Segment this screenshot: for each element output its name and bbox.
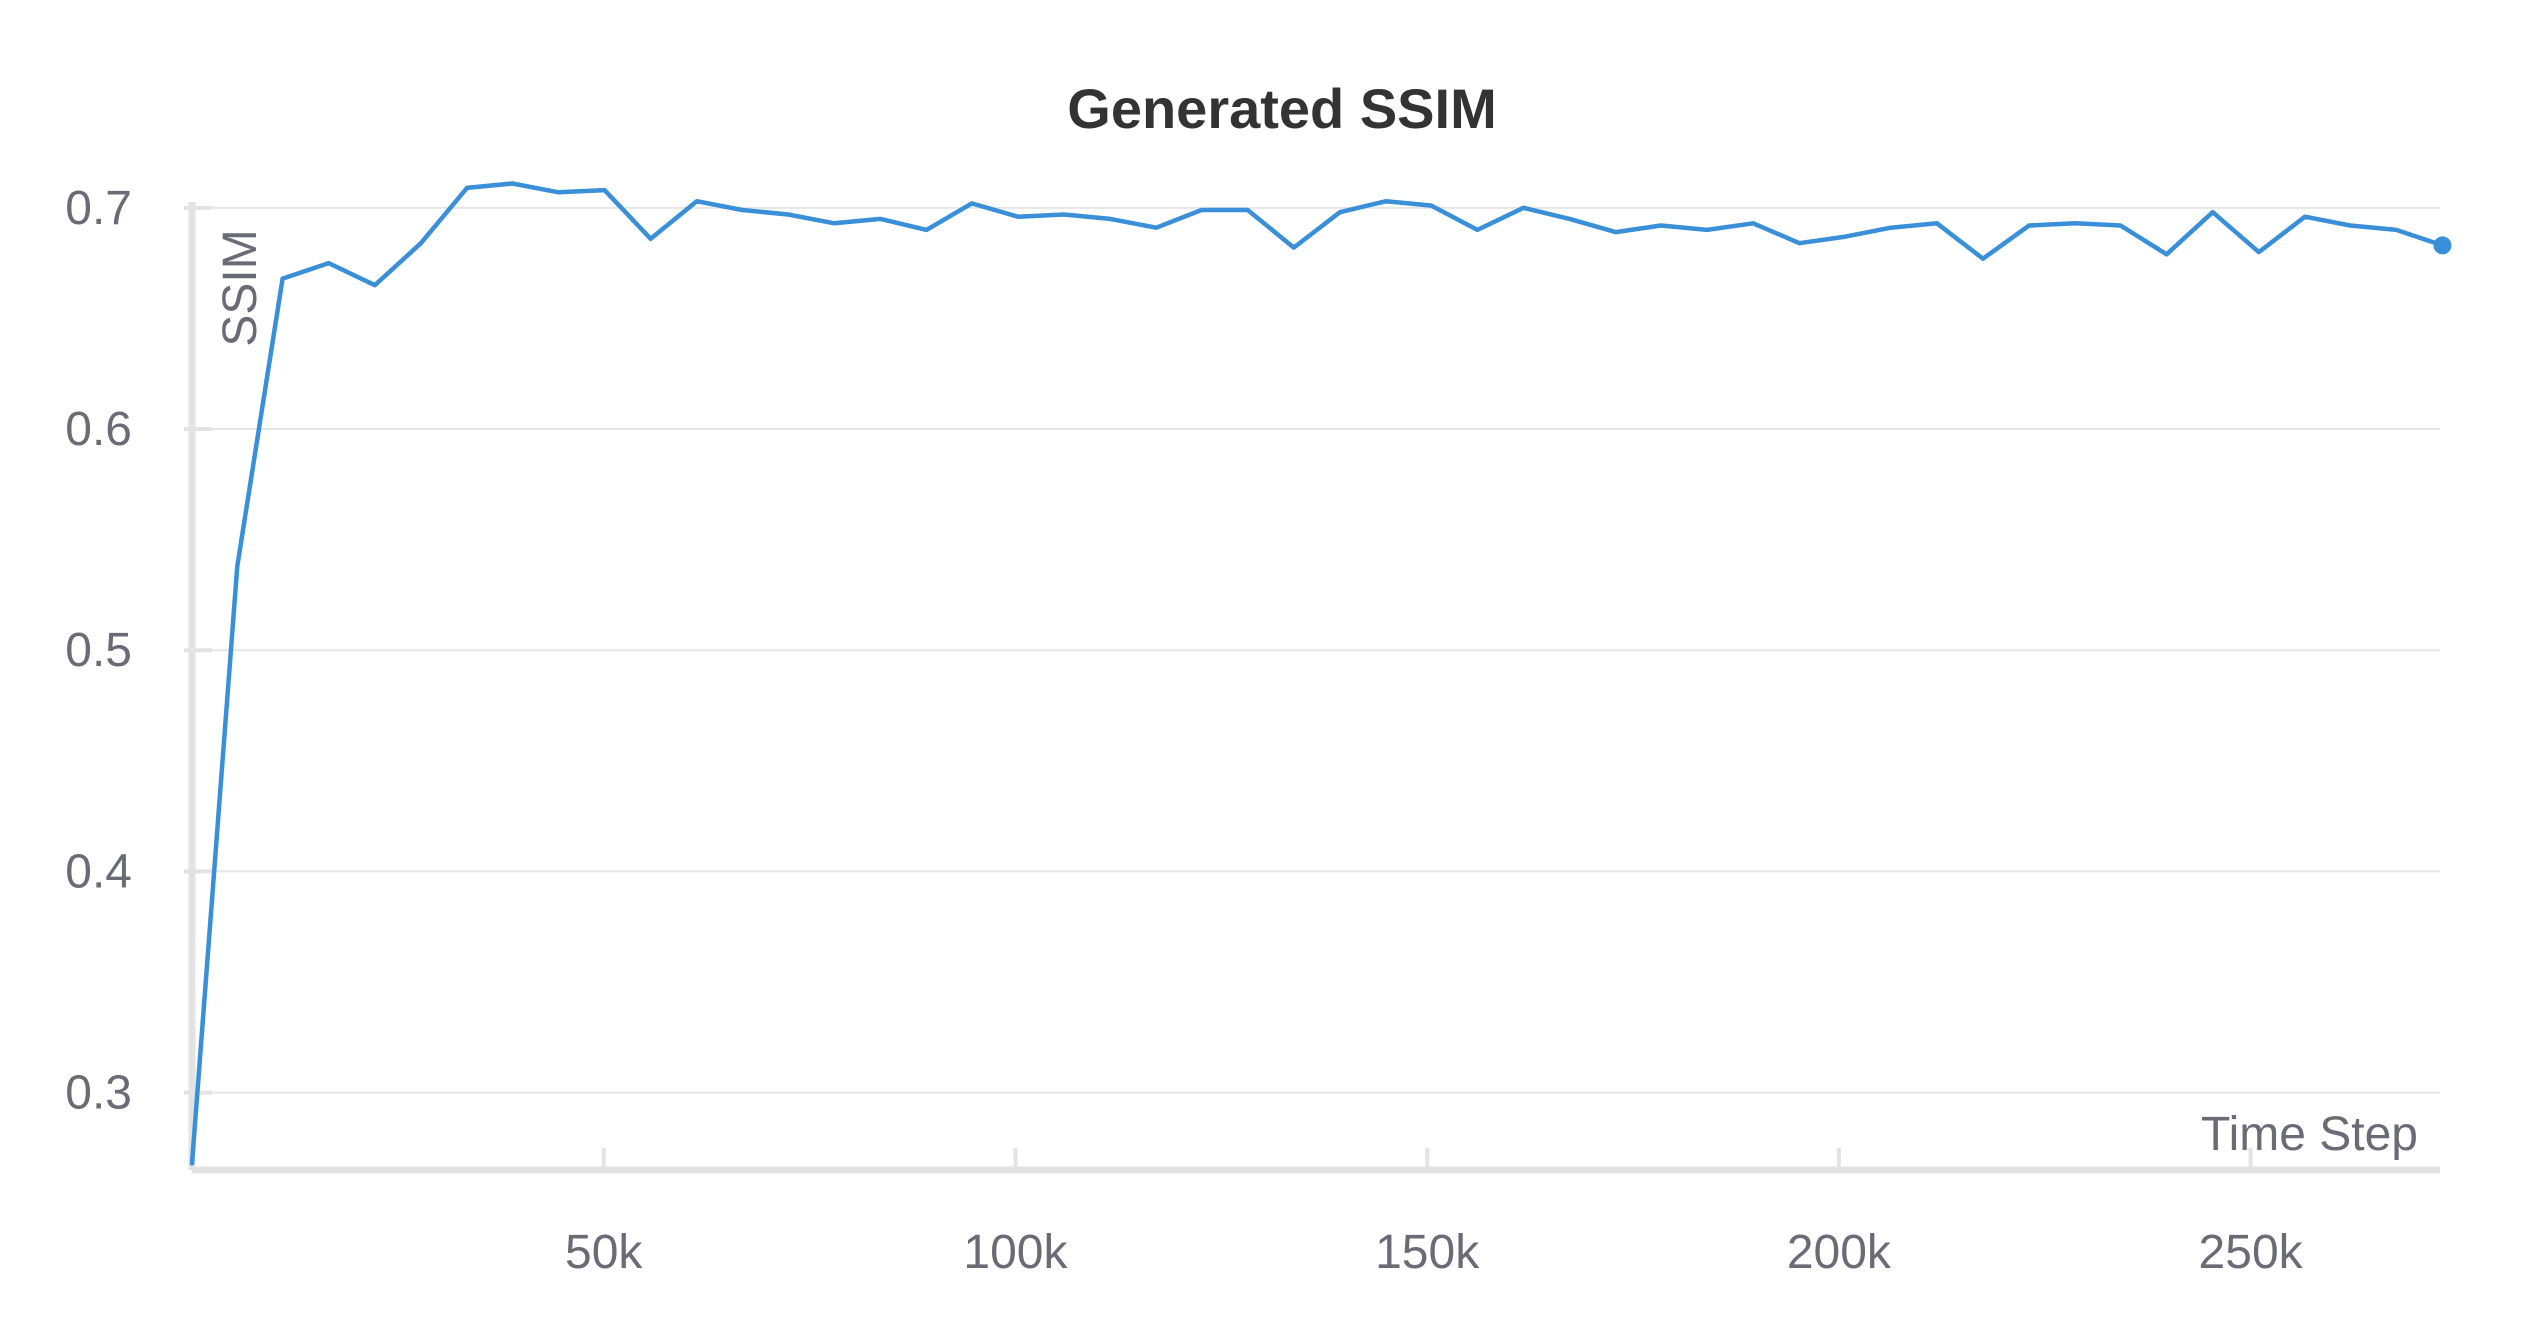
y-axis-label: SSIM bbox=[214, 229, 267, 346]
x-tick-label: 200k bbox=[1787, 1226, 1892, 1279]
chart-title: Generated SSIM bbox=[1067, 77, 1496, 140]
x-tick-label: 150k bbox=[1375, 1226, 1480, 1279]
series bbox=[192, 184, 2451, 1164]
y-tick-label: 0.3 bbox=[65, 1067, 132, 1120]
y-tick-label: 0.4 bbox=[65, 845, 132, 898]
x-tick-label: 100k bbox=[963, 1226, 1068, 1279]
y-tick-label: 0.7 bbox=[65, 182, 132, 235]
gridlines bbox=[192, 208, 2440, 1093]
y-tick-label: 0.5 bbox=[65, 624, 132, 677]
axes bbox=[184, 202, 2440, 1170]
series-end-point bbox=[2433, 236, 2451, 254]
y-tick-label: 0.6 bbox=[65, 403, 132, 456]
x-axis-label: Time Step bbox=[2201, 1108, 2418, 1161]
tick-labels: 0.3 0.4 0.5 0.6 0.7 50k 100k 150k 200k 250k bbox=[65, 182, 2303, 1279]
series-line bbox=[192, 184, 2443, 1164]
x-tick-label: 250k bbox=[2199, 1226, 2304, 1279]
x-tick-label: 50k bbox=[565, 1226, 643, 1279]
